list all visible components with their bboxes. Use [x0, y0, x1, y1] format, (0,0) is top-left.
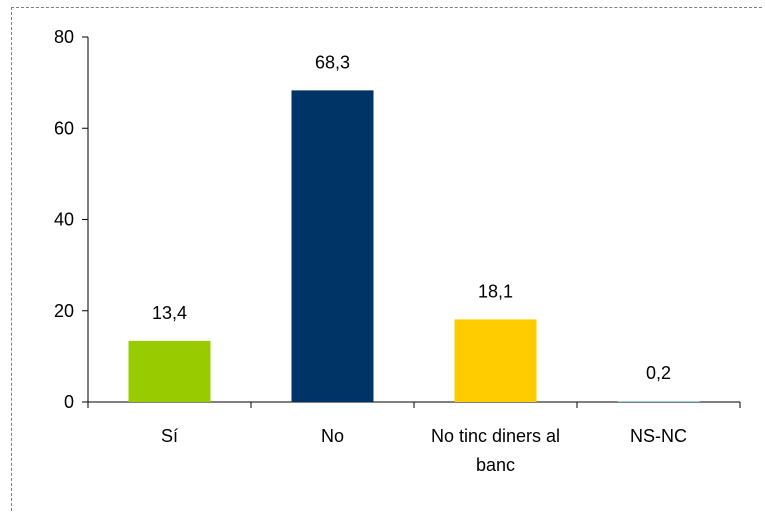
x-tick-label: banc [476, 455, 515, 475]
y-tick-label: 60 [54, 118, 74, 138]
y-tick-label: 40 [54, 210, 74, 230]
x-tick-label: NS-NC [630, 426, 687, 446]
x-tick-label: Sí [161, 426, 178, 446]
y-tick-label: 80 [54, 27, 74, 47]
y-tick-label: 20 [54, 301, 74, 321]
bar-0 [128, 340, 211, 402]
bar-3 [617, 401, 700, 402]
data-label: 13,4 [152, 303, 187, 323]
data-label: 18,1 [478, 281, 513, 301]
data-label: 0,2 [646, 363, 671, 383]
chart-frame [11, 7, 762, 511]
data-label: 68,3 [315, 52, 350, 72]
bar-2 [454, 319, 537, 402]
y-tick-label: 0 [64, 392, 74, 412]
x-tick-label: No tinc diners al [431, 426, 560, 446]
bar-1 [291, 90, 374, 402]
x-tick-label: No [321, 426, 344, 446]
